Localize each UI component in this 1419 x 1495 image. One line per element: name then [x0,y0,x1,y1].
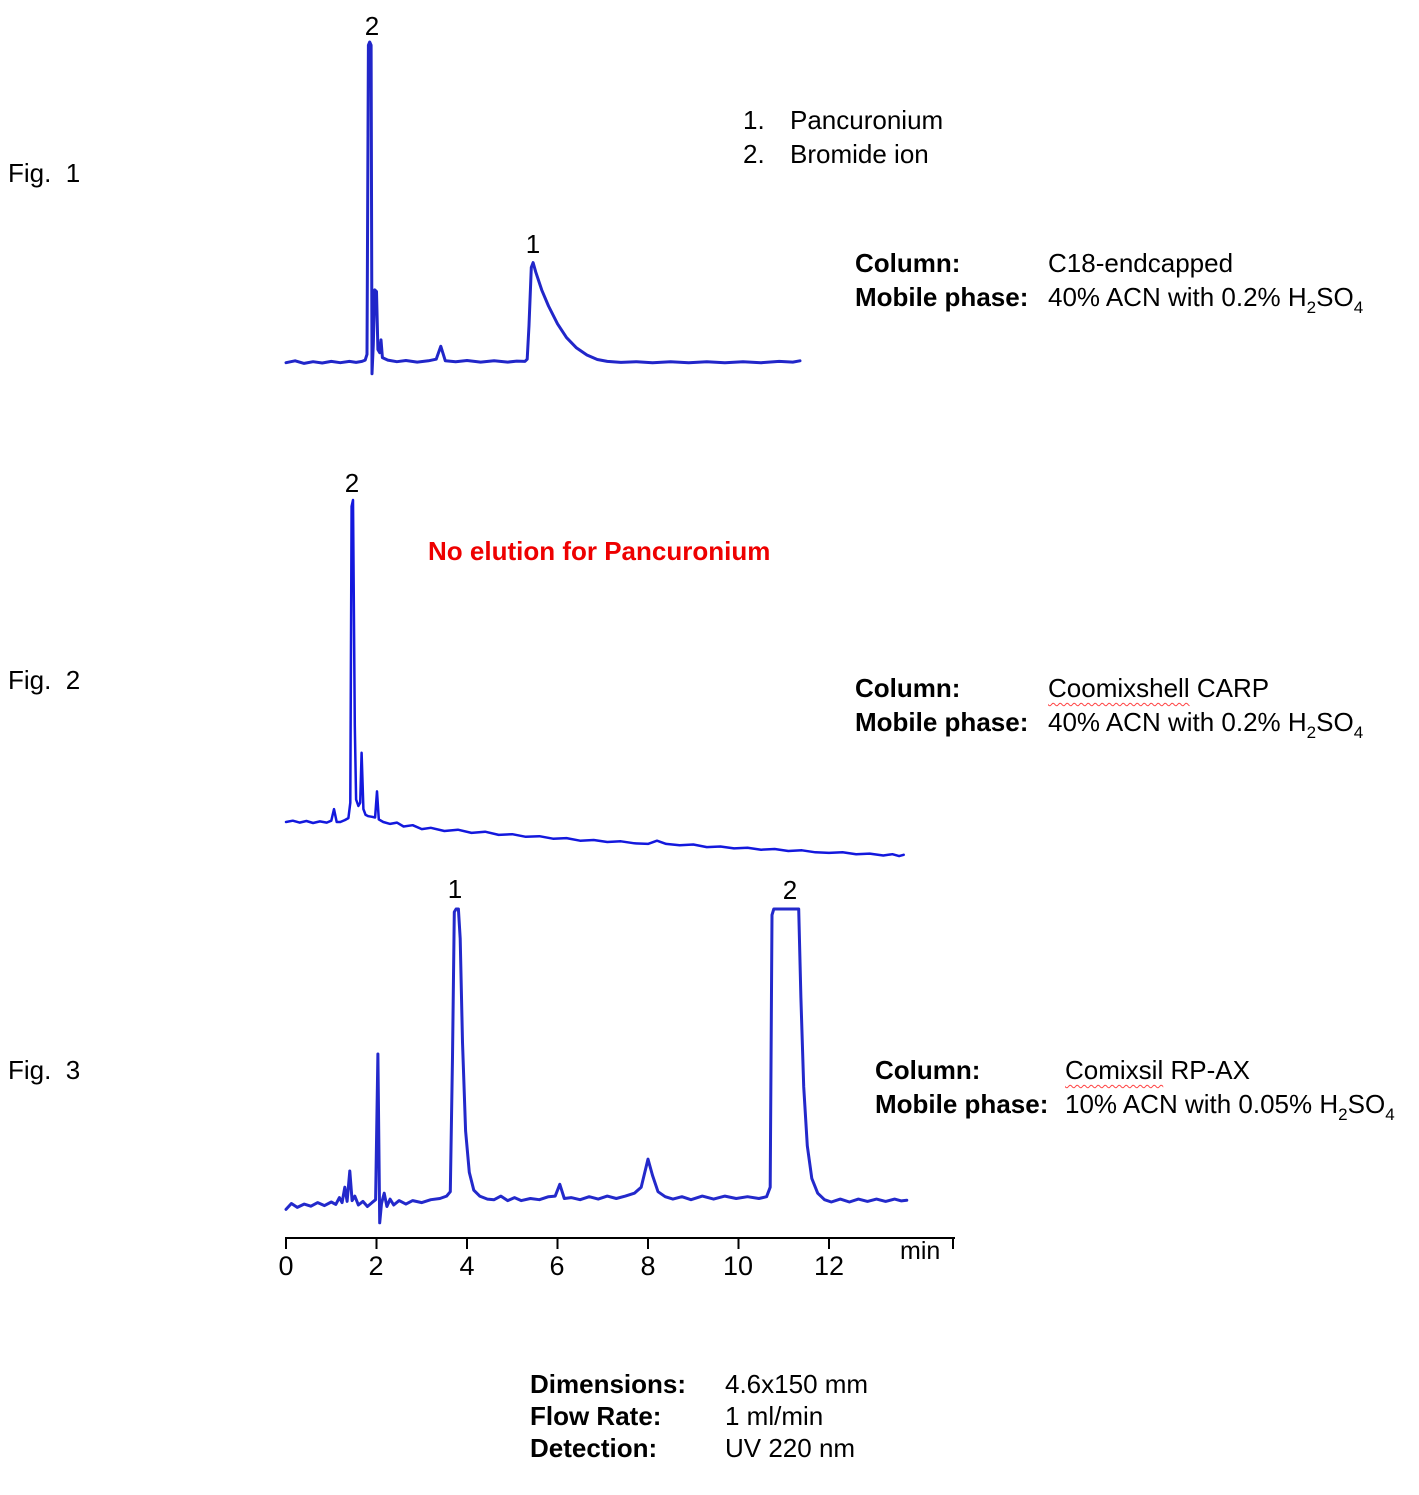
detection-value: UV 220 nm [725,1433,856,1463]
x-axis-unit: min [900,1237,941,1265]
fig1-peak2-label: 2 [364,11,380,41]
legend-item-pancuronium: 1. Pancuronium [743,103,943,137]
column-value-rest: CARP [1189,673,1270,703]
misspelled-word: Comixsil [1065,1055,1164,1085]
dimensions-row: Dimensions: 4.6x150 mm [530,1368,868,1400]
mobile-phase-value: 10% ACN with 0.05% H2SO4 [1065,1087,1395,1125]
x-tick-8: 8 [640,1251,656,1281]
fig1-peak1-label: 1 [525,229,541,259]
column-value-rest: RP-AX [1163,1055,1250,1085]
column-label: Column: [875,1055,981,1085]
subscript: 4 [1385,1105,1395,1124]
fig3-caption: Fig. 3 [8,1055,81,1085]
mobile-phase-value: 40% ACN with 0.2% H2SO4 [1048,705,1363,743]
fig1-conditions: Column: C18-endcapped Mobile phase: 40% … [855,246,1363,318]
column-value: C18-endcapped [1048,248,1234,278]
column-value: Coomixshell CARP [1048,671,1269,705]
subscript: 2 [1306,723,1317,742]
fig3-conditions: Column: Comixsil RP-AX Mobile phase: 10%… [875,1053,1395,1125]
mobile-phase-text: SO [1316,707,1354,737]
fig3-mobile-phase-row: Mobile phase: 10% ACN with 0.05% H2SO4 [875,1087,1395,1125]
mobile-phase-label: Mobile phase: [855,707,1029,737]
x-axis [285,1237,955,1249]
legend-number: 1. [743,105,765,135]
mobile-phase-text: 40% ACN with 0.2% H [1048,707,1307,737]
subscript: 4 [1353,723,1364,742]
fig2-conditions: Column: Coomixshell CARP Mobile phase: 4… [855,671,1363,743]
fig1-mobile-phase-row: Mobile phase: 40% ACN with 0.2% H2SO4 [855,280,1363,318]
column-value: Comixsil RP-AX [1065,1053,1250,1087]
dimensions-value: 4.6x150 mm [725,1369,869,1399]
dimensions-label: Dimensions: [530,1369,687,1399]
column-label: Column: [855,248,961,278]
fig3-peak1-label: 1 [447,874,463,904]
mobile-phase-label: Mobile phase: [875,1089,1049,1119]
fig3-column-row: Column: Comixsil RP-AX [875,1053,1395,1087]
fig2-trace [284,498,905,858]
x-tick-2: 2 [368,1251,384,1281]
subscript: 2 [1338,1105,1348,1124]
mobile-phase-text: 10% ACN with 0.05% H [1065,1089,1339,1119]
x-tick-10: 10 [722,1251,754,1281]
legend-name: Pancuronium [790,105,944,135]
flow-rate-row: Flow Rate: 1 ml/min [530,1400,868,1432]
x-tick-4: 4 [459,1251,475,1281]
no-elution-note: No elution for Pancuronium [428,536,771,566]
fig2-mobile-phase-row: Mobile phase: 40% ACN with 0.2% H2SO4 [855,705,1363,743]
mobile-phase-text: SO [1347,1089,1386,1119]
fig3-peak2-label: 2 [782,875,798,905]
flow-rate-label: Flow Rate: [530,1401,662,1431]
mobile-phase-label: Mobile phase: [855,282,1029,312]
x-tick-12: 12 [813,1251,845,1281]
flow-rate-value: 1 ml/min [725,1401,824,1431]
legend-number: 2. [743,139,765,169]
x-tick-6: 6 [549,1251,565,1281]
subscript: 2 [1306,298,1317,317]
legend-name: Bromide ion [790,139,929,169]
fig2-caption: Fig. 2 [8,665,81,695]
fig2-peak2-label: 2 [344,468,360,498]
fig1-column-row: Column: C18-endcapped [855,246,1363,280]
fig3-trace [284,907,909,1225]
method-details: Dimensions: 4.6x150 mm Flow Rate: 1 ml/m… [530,1368,868,1464]
x-tick-0: 0 [278,1251,294,1281]
mobile-phase-text: SO [1316,282,1354,312]
fig2-column-row: Column: Coomixshell CARP [855,671,1363,705]
peak-legend: 1. Pancuronium 2. Bromide ion [743,103,943,171]
fig1-trace [284,40,802,376]
x-axis-ticks [285,1238,830,1249]
fig1-caption: Fig. 1 [8,158,81,188]
legend-item-bromide: 2. Bromide ion [743,137,943,171]
subscript: 4 [1353,298,1364,317]
misspelled-word: Coomixshell [1048,673,1190,703]
mobile-phase-value: 40% ACN with 0.2% H2SO4 [1048,280,1363,318]
detection-row: Detection: UV 220 nm [530,1432,868,1464]
column-label: Column: [855,673,961,703]
detection-label: Detection: [530,1433,658,1463]
mobile-phase-text: 40% ACN with 0.2% H [1048,282,1307,312]
